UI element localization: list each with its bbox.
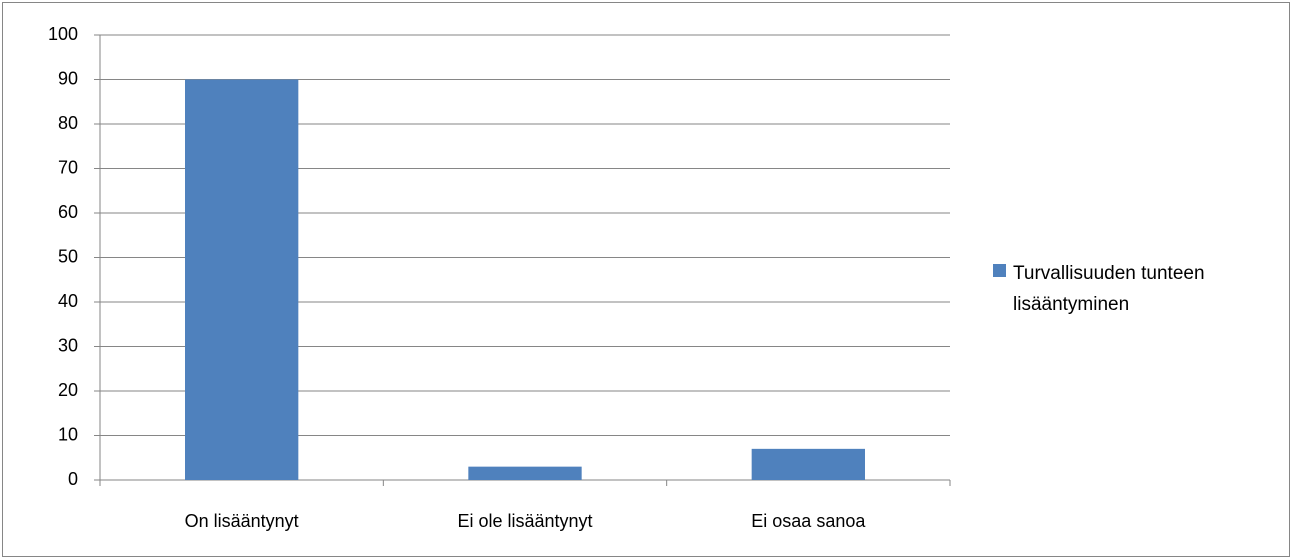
x-tick-label: On lisääntynyt [185,511,299,531]
y-tick-label: 100 [48,24,78,44]
y-tick-label: 20 [58,380,78,400]
bar [751,448,865,480]
y-tick-label: 0 [68,469,78,489]
legend-swatch [993,264,1006,277]
y-tick-label: 40 [58,291,78,311]
y-tick-label: 50 [58,246,78,266]
bar [468,466,582,480]
y-tick-label: 10 [58,424,78,444]
x-tick-label: Ei osaa sanoa [751,511,866,531]
y-tick-label: 80 [58,113,78,133]
y-tick-label: 70 [58,157,78,177]
x-tick-label: Ei ole lisääntynyt [457,511,592,531]
y-tick-label: 90 [58,68,78,88]
y-tick-label: 60 [58,202,78,222]
legend-label: Turvallisuuden tunteen lisääntyminen [1013,263,1205,315]
y-tick-label: 30 [58,335,78,355]
bar [185,79,299,480]
